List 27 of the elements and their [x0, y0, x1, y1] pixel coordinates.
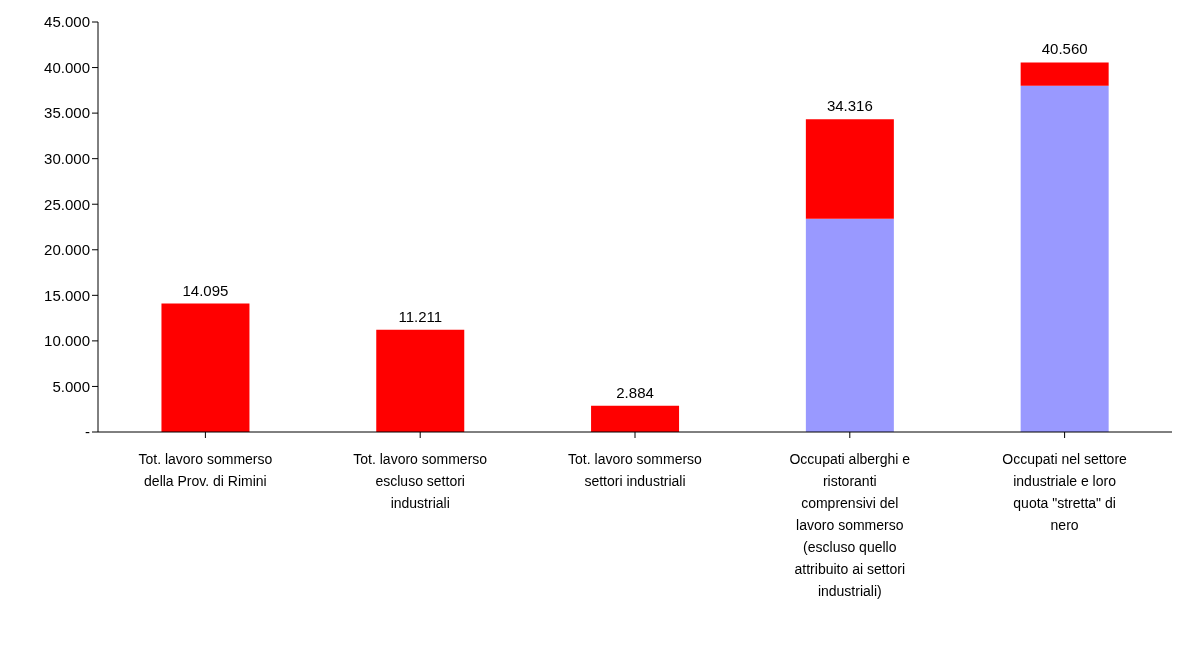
y-tick-label: 45.000	[44, 13, 90, 31]
total-label: 14.095	[182, 281, 229, 299]
x-tick-label: Tot. lavoro sommerso settori industriali	[568, 451, 703, 489]
bar	[161, 303, 250, 432]
bar	[1020, 62, 1109, 86]
x-tick-label: Occupati alberghi e ristoranti comprensivi del lavoro sommerso (escluso quello attribuito ai settori industriali)	[789, 451, 911, 599]
x-tick-label: Occupati nel settore industriale e loro quota "stretta" di nero	[1002, 451, 1128, 533]
y-tick-label: -	[85, 423, 90, 441]
y-tick-label: 5.000	[52, 377, 90, 395]
total-label: 2.884	[616, 383, 654, 401]
y-tick-label: 15.000	[44, 286, 90, 304]
y-tick-label: 20.000	[44, 241, 90, 259]
bar	[805, 119, 894, 219]
y-tick-label: 10.000	[44, 332, 90, 350]
total-label: 11.211	[398, 307, 443, 325]
y-tick-label: 35.000	[44, 104, 90, 122]
x-tick-label: Tot. lavoro sommerso della Prov. di Rimini	[138, 451, 273, 489]
total-label: 40.560	[1041, 40, 1088, 58]
bar	[805, 218, 894, 432]
total-label: 34.316	[826, 97, 873, 115]
y-tick-label: 40.000	[44, 58, 90, 76]
bar	[376, 329, 465, 432]
y-tick-label: 25.000	[44, 195, 90, 213]
x-tick-label: Tot. lavoro sommerso escluso settori industriali	[353, 451, 488, 511]
bar	[591, 405, 680, 432]
bar	[1020, 85, 1109, 432]
y-tick-label: 30.000	[44, 149, 90, 167]
